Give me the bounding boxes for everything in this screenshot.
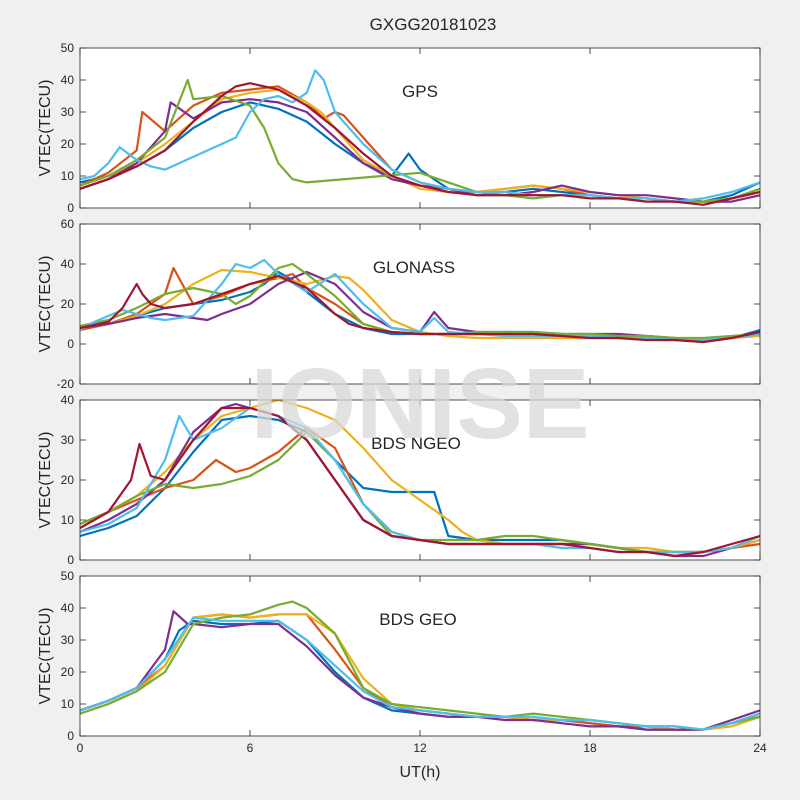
- x-axis-label: UT(h): [400, 764, 441, 781]
- y-axis-label: VTEC(TECU): [37, 432, 54, 529]
- figure-title: GXGG20181023: [370, 15, 497, 34]
- panel-bds-geo: 0 10 20 30 40 50 0 6 12 18 24 VTEC(TECU) BDS GEO: [37, 569, 767, 755]
- series-group: [80, 69, 760, 206]
- series-group: [80, 258, 760, 344]
- y-tick-label: 20: [61, 137, 75, 151]
- x-tick-label: 12: [413, 741, 427, 755]
- y-axis-label: VTEC(TECU): [37, 80, 54, 177]
- series-line-7: [80, 406, 760, 558]
- plot-area: [80, 576, 760, 736]
- y-axis-label: VTEC(TECU): [37, 608, 54, 705]
- y-tick-label: 20: [61, 665, 75, 679]
- y-tick-label: 40: [61, 257, 75, 271]
- y-tick-label: 30: [61, 105, 75, 119]
- x-tick-label: 0: [77, 741, 84, 755]
- panel-name-label: BDS NGEO: [371, 434, 461, 453]
- series-line-7: [80, 274, 760, 344]
- y-axis-label: VTEC(TECU): [37, 256, 54, 353]
- y-tick-label: 10: [61, 697, 75, 711]
- series-group: [80, 600, 760, 731]
- x-tick-label: 24: [753, 741, 767, 755]
- watermark-text: IONISE: [251, 348, 590, 460]
- panel-name-label: BDS GEO: [379, 610, 456, 629]
- y-tick-label: 40: [61, 601, 75, 615]
- y-tick-label: -20: [57, 377, 75, 391]
- y-tick-label: 20: [61, 473, 75, 487]
- y-tick-label: 40: [61, 73, 75, 87]
- y-tick-label: 0: [67, 553, 74, 567]
- y-tick-label: 20: [61, 297, 75, 311]
- y-tick-label: 0: [67, 201, 74, 215]
- x-tick-label: 18: [583, 741, 597, 755]
- y-tick-label: 10: [61, 169, 75, 183]
- y-tick-label: 50: [61, 41, 75, 55]
- y-tick-label: 0: [67, 729, 74, 743]
- panel-name-label: GPS: [402, 82, 438, 101]
- x-tick-label: 6: [247, 741, 254, 755]
- panel-name-label: GLONASS: [373, 258, 455, 277]
- panel-glonass: -20 0 20 40 60 VTEC(TECU) GLONASS: [37, 217, 761, 391]
- plot-area: [80, 48, 760, 208]
- y-tick-label: 10: [61, 513, 75, 527]
- y-tick-label: 40: [61, 393, 75, 407]
- series-group: [80, 400, 760, 558]
- panel-gps: 0 10 20 30 40 50 VTEC(TECU) GPS: [37, 41, 761, 215]
- panel-bds-ngeo: 0 10 20 30 40 VTEC(TECU) BDS NGEO: [37, 393, 761, 567]
- series-line-4: [80, 98, 760, 203]
- y-tick-label: 0: [67, 337, 74, 351]
- y-tick-label: 60: [61, 217, 75, 231]
- series-line-6: [80, 616, 760, 731]
- y-tick-label: 30: [61, 633, 75, 647]
- y-tick-label: 50: [61, 569, 75, 583]
- y-tick-label: 30: [61, 433, 75, 447]
- series-line-7: [80, 82, 760, 206]
